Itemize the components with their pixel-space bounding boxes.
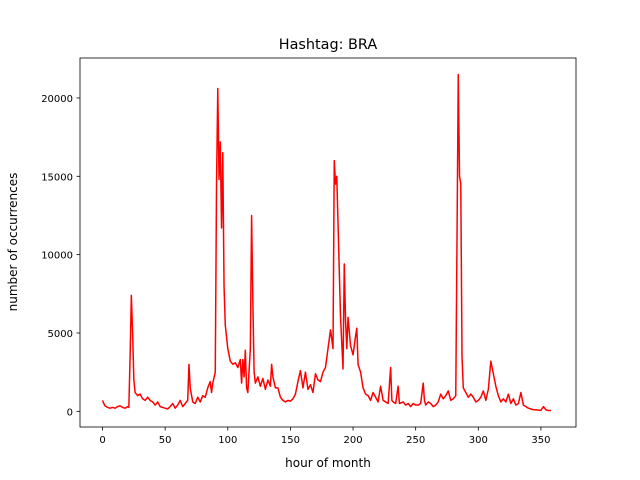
- x-tick-label: 100: [218, 435, 237, 446]
- data-line: [101, 73, 551, 412]
- x-tick-label: 350: [531, 435, 550, 446]
- chart-title: Hashtag: BRA: [279, 37, 378, 53]
- y-axis-label: number of occurrences: [6, 173, 20, 312]
- x-tick-label: 50: [159, 435, 172, 446]
- x-tick-label: 200: [344, 435, 363, 446]
- x-tick-label: 300: [469, 435, 488, 446]
- plot-frame: [79, 57, 577, 428]
- y-tick-label: 15000: [41, 172, 73, 183]
- x-tick-label: 250: [406, 435, 425, 446]
- y-tick-label: 5000: [48, 329, 73, 340]
- y-tick-label: 10000: [41, 251, 73, 262]
- y-tick-label: 20000: [41, 94, 73, 105]
- x-tick-label: 0: [99, 435, 105, 446]
- x-axis-label: hour of month: [285, 456, 371, 470]
- y-tick-label: 0: [67, 407, 73, 418]
- x-tick-label: 150: [281, 435, 300, 446]
